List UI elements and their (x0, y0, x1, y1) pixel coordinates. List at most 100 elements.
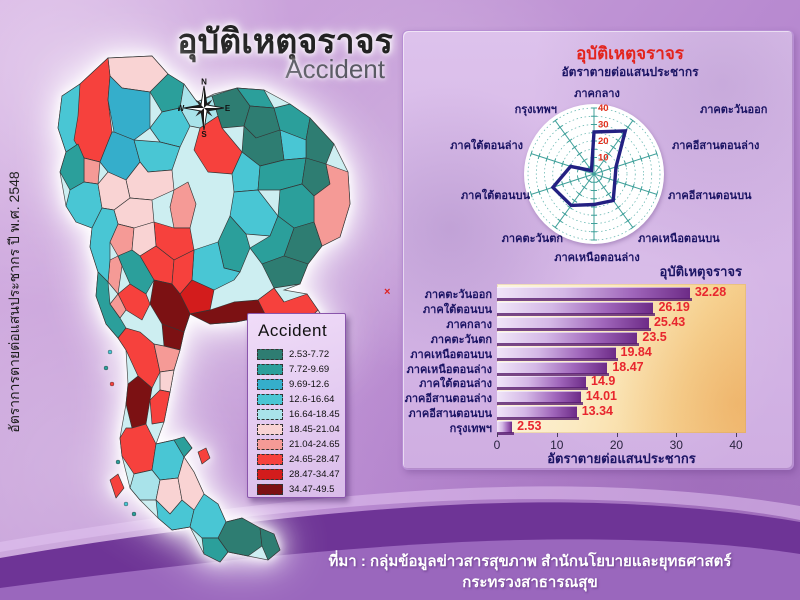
x-axis-tick-label: 10 (550, 438, 564, 452)
legend-range-label: 16.64-18.45 (289, 409, 340, 420)
legend-range-label: 18.45-21.04 (289, 424, 340, 435)
legend-swatch (257, 349, 283, 360)
page-title-english: Accident (285, 54, 385, 84)
legend-range-label: 21.04-24.65 (289, 439, 340, 450)
bar-category-label: ภาคเหนือตอนล่าง (406, 363, 492, 376)
bar-shadow (497, 312, 656, 316)
svg-text:10: 10 (598, 153, 609, 164)
source-line-1: ที่มา : กลุ่มข้อมูลข่าวสารสุขภาพ สำนักนโ… (328, 553, 732, 570)
legend-range-label: 2.53-7.72 (289, 349, 330, 360)
legend-row: 7.72-9.69 (257, 362, 341, 377)
bar-value-label: 25.43 (653, 314, 686, 329)
radar-axis-label: กรุงเทพฯ (514, 104, 557, 116)
legend-range-label: 34.47-49.5 (289, 484, 335, 495)
x-axis-tick (616, 433, 618, 437)
compass-e-label: E (225, 104, 230, 113)
bar-shadow (497, 432, 515, 436)
page-title-thai: อุบัติเหตุจราจร (177, 23, 393, 61)
bar-value-label: 19.84 (620, 344, 652, 359)
legend-row: 21.04-24.65 (257, 437, 341, 452)
bar-value-label: 26.19 (658, 299, 690, 314)
x-axis-tick-label: 40 (729, 438, 743, 452)
svg-text:20: 20 (598, 136, 609, 147)
compass-n-label: N (201, 78, 207, 87)
legend-range-label: 12.6-16.64 (289, 394, 335, 405)
legend-range-label: 24.65-28.47 (289, 454, 340, 465)
bar-value-label: 32.28 (694, 285, 727, 299)
bar-category-label: ภาคกลาง (446, 318, 492, 331)
bar (497, 287, 690, 299)
legend-swatch (257, 439, 283, 450)
compass-rose-icon: N E S W (178, 78, 230, 138)
bar-value-label: 13.34 (581, 404, 613, 419)
legend-swatch (257, 379, 283, 390)
legend-swatch (257, 469, 283, 480)
bar-category-label: ภาคเหนือตอนบน (410, 348, 492, 361)
legend-row: 34.47-49.5 (257, 482, 341, 497)
x-axis-tick (736, 433, 737, 437)
bar-value-label: 23.5 (642, 329, 667, 344)
map-legend: Accident 2.53-7.72 7.72-9.69 9.69-12.6 12.6… (247, 313, 346, 498)
x-axis-tick (556, 433, 558, 437)
bar-shadow (497, 417, 579, 421)
bar-category-label: ภาคตะวันออก (424, 289, 492, 301)
bar-shadow (497, 372, 610, 376)
legend-row: 12.6-16.64 (257, 392, 341, 407)
source-line-2: กระทรวงสาธารณสุข (462, 574, 598, 591)
red-cross-mark: × (384, 286, 391, 298)
svg-text:30: 30 (598, 120, 609, 131)
radar-chart-svg: 10 20 30 40 (524, 103, 664, 244)
legend-row: 16.64-18.45 (257, 407, 341, 422)
compass-s-label: S (201, 130, 207, 138)
radar-chart-title: อุบัติเหตุจราจร (576, 44, 684, 63)
legend-swatch (257, 454, 283, 465)
radar-axis-label: ภาคกลาง (574, 88, 620, 100)
legend-range-label: 28.47-34.47 (289, 469, 340, 480)
legend-swatch (257, 394, 283, 405)
radar-axis-label: ภาคอีสานตอนล่าง (672, 140, 760, 152)
bar-chart-title: อุบัติเหตุจราจร (659, 264, 742, 279)
bar-shadow (497, 387, 589, 391)
bar-shadow (497, 357, 618, 361)
radar-axis-label: ภาคตะวันตก (501, 233, 563, 245)
bar-shadow (497, 327, 651, 331)
x-axis-tick-label: 0 (493, 438, 501, 452)
bar (497, 346, 616, 359)
radar-axis-label: ภาคอีสานตอนบน (668, 190, 752, 202)
bar (497, 331, 638, 344)
legend-range-label: 7.72-9.69 (289, 364, 330, 375)
compass-w-label: W (178, 104, 185, 113)
legend-swatch (257, 484, 283, 495)
bar-chart-x-axis-label: อัตราตายต่อแสนประชากร (547, 451, 696, 466)
bar (497, 361, 608, 374)
bar (497, 391, 581, 404)
radar-chart: 10 20 30 40 (506, 86, 682, 262)
x-axis-tick (676, 433, 678, 437)
x-axis-tick-label: 30 (669, 438, 683, 452)
bar-value-label: 2.53 (517, 419, 542, 434)
bar-shadow (497, 298, 692, 301)
radar-chart-subtitle: อัตราตายต่อแสนประชากร (561, 65, 699, 79)
bar-category-label: ภาคอีสานตอนล่าง (404, 393, 492, 406)
legend-row: 24.65-28.47 (257, 452, 341, 467)
legend-row: 18.45-21.04 (257, 422, 341, 437)
x-axis-tick-label: 20 (609, 438, 624, 452)
radar-axis-label: ภาคตะวันออก (700, 104, 768, 116)
bar (497, 316, 649, 329)
radar-axis-label: ภาคเหนือตอนบน (638, 233, 720, 245)
bar-value-label: 18.47 (612, 359, 644, 374)
bar-shadow (497, 342, 640, 346)
legend-swatch (257, 424, 283, 435)
bar-value-label: 14.9 (591, 374, 616, 389)
bar (497, 421, 513, 434)
bar-category-label: ภาคใต้ตอนล่าง (419, 378, 492, 391)
bar-category-label: ภาคตะวันตก (430, 333, 492, 346)
bar (497, 406, 577, 419)
bar (497, 376, 587, 389)
bar-category-label: กรุงเทพฯ (449, 423, 492, 436)
legend-row: 2.53-7.72 (257, 347, 341, 362)
radar-axis-label: ภาคใต้ตอนบน (460, 190, 530, 202)
bar-value-label: 14.01 (585, 389, 617, 404)
bar-shadow (497, 402, 583, 406)
radar-axis-label: ภาคใต้ตอนล่าง (450, 140, 523, 152)
